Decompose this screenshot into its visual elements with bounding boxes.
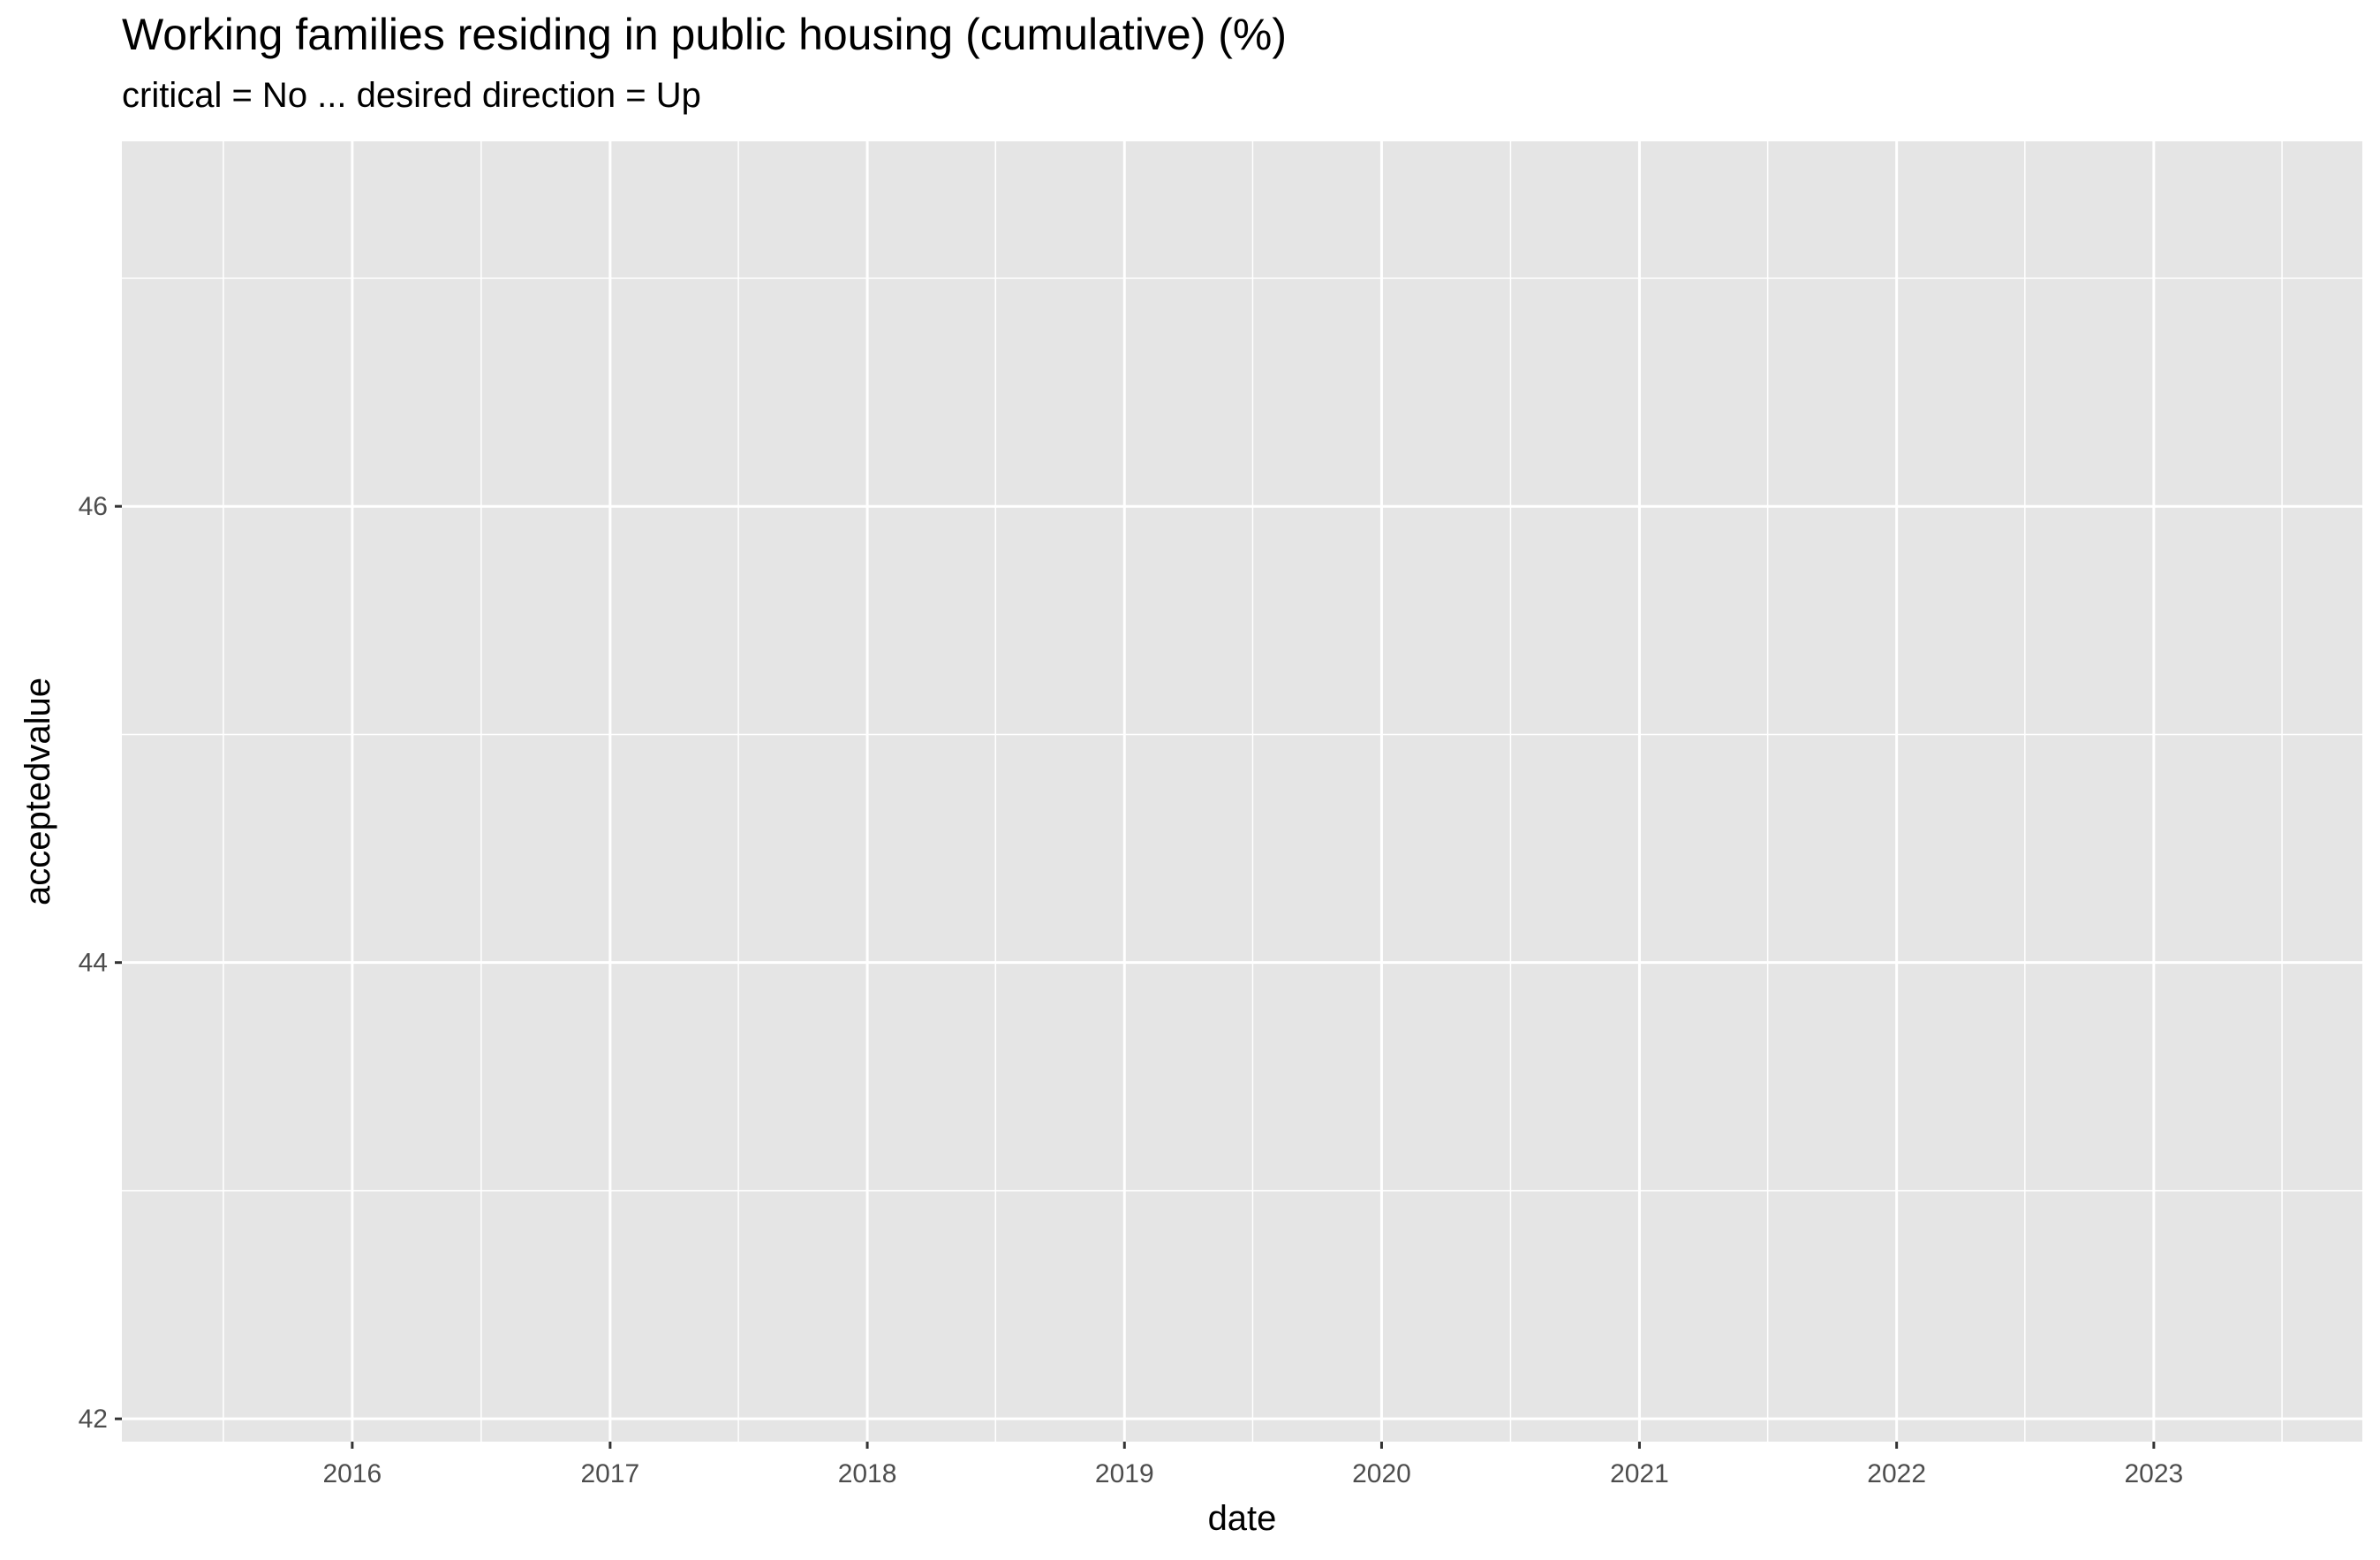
x-tick-label: 2022 (1867, 1459, 1926, 1488)
x-tick-label: 2023 (2124, 1459, 2183, 1488)
plot-panel (122, 141, 2362, 1442)
chart-subtitle: critical = No ... desired direction = Up (122, 76, 701, 115)
major-gridlines (122, 141, 2362, 1442)
x-tick-label: 2019 (1095, 1459, 1154, 1488)
y-axis-title: acceptedvalue (19, 678, 57, 905)
x-tick-label: 2016 (323, 1459, 382, 1488)
x-tick-label: 2020 (1352, 1459, 1411, 1488)
minor-gridlines (122, 141, 2362, 1442)
x-tick-label: 2017 (580, 1459, 639, 1488)
y-tick-label: 44 (79, 949, 108, 978)
x-axis-title: date (1208, 1499, 1277, 1538)
y-axis: 42 44 46 (79, 492, 122, 1434)
x-tick-label: 2021 (1610, 1459, 1669, 1488)
x-tick-label: 2018 (838, 1459, 897, 1488)
x-axis: 2016 2017 2018 2019 2020 2021 2022 2023 (323, 1442, 2183, 1488)
y-tick-label: 42 (79, 1405, 108, 1434)
chart-title: Working families residing in public hous… (122, 10, 1288, 59)
y-tick-label: 46 (79, 492, 108, 521)
